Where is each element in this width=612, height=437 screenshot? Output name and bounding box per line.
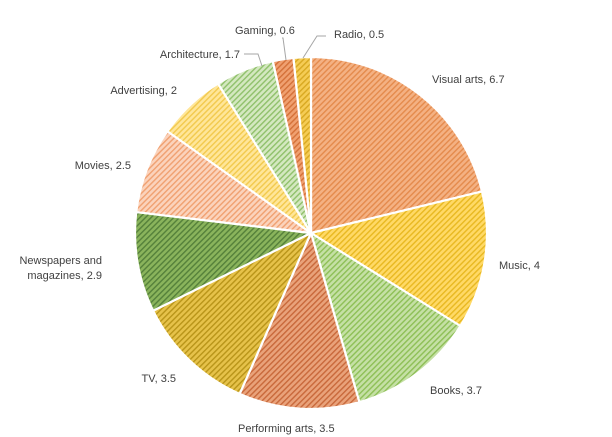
data-label-movies: Movies, 2.5 [75, 160, 131, 172]
data-label-advertising: Advertising, 2 [110, 85, 177, 97]
slices-layer [133, 55, 489, 411]
data-label-books: Books, 3.7 [430, 385, 482, 397]
pie-slice-tv [151, 231, 313, 395]
pie-slice-newspapers-and-magazines [133, 210, 313, 312]
data-label-architecture: Architecture, 1.7 [160, 49, 240, 61]
pie-slice-radio [292, 55, 313, 235]
pie-slice-performing-arts [238, 231, 361, 411]
data-label-newspapers-and-magazines: Newspapers and magazines, 2.9 [19, 255, 102, 282]
data-label-tv: TV, 3.5 [142, 373, 176, 385]
pie-slice-visual-arts [309, 55, 484, 235]
leader-line-architecture [244, 53, 263, 67]
data-label-gaming: Gaming, 0.6 [235, 25, 295, 37]
leader-lines [244, 35, 326, 67]
data-label-performing-arts: Performing arts, 3.5 [238, 423, 335, 435]
data-label-radio: Radio, 0.5 [334, 29, 384, 41]
leader-line-radio [302, 35, 326, 59]
data-label-music: Music, 4 [499, 260, 540, 272]
leader-line-gaming [282, 37, 287, 61]
pie-slice-music [309, 190, 489, 328]
data-label-visual-arts: Visual arts, 6.7 [432, 74, 505, 86]
data-labels: Visual arts, 6.7 Music, 4 Books, 3.7 Perfor… [19, 25, 540, 435]
